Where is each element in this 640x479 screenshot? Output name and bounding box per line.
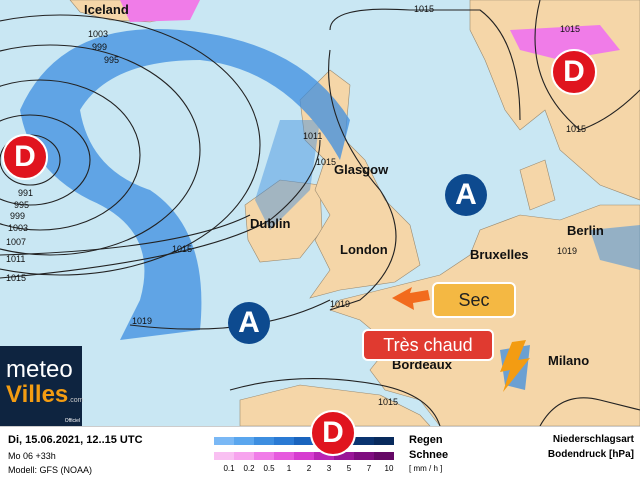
iberia bbox=[239, 384, 431, 426]
snow-swatch bbox=[334, 452, 354, 460]
snow-swatch bbox=[214, 452, 234, 460]
rain-scale bbox=[214, 437, 394, 445]
logo-text: meteo bbox=[6, 356, 73, 383]
scale-tick: 7 bbox=[366, 464, 372, 473]
city-iceland: Iceland bbox=[84, 2, 129, 17]
isobar-label: 1015 bbox=[560, 24, 581, 34]
unit-label: [ mm / h ] bbox=[409, 464, 443, 473]
arrow-icon bbox=[392, 287, 430, 310]
weather-map bbox=[0, 0, 640, 426]
rain-swatch bbox=[234, 437, 254, 445]
isobar-label: 995 bbox=[14, 200, 30, 210]
isobar-label: 995 bbox=[104, 55, 120, 65]
hot-label: Très chaud bbox=[362, 329, 494, 361]
rain-swatch bbox=[214, 437, 234, 445]
dry-label: Sec bbox=[432, 282, 516, 318]
isobar-label: 991 bbox=[18, 188, 34, 198]
isobar-label: 1015 bbox=[172, 244, 193, 254]
snow-swatch bbox=[274, 452, 294, 460]
scale-tick: 5 bbox=[346, 464, 352, 473]
isobar-label: 1011 bbox=[303, 131, 323, 141]
scale-tick: 3 bbox=[326, 464, 332, 473]
isobar-label: 1015 bbox=[378, 397, 399, 407]
rain-label: Regen bbox=[409, 434, 443, 446]
snow-swatch bbox=[314, 452, 334, 460]
forecast-date: Di, 15.06.2021, 12..15 UTC bbox=[8, 434, 143, 446]
scale-tick: 0.1 bbox=[223, 464, 235, 473]
snow-areas bbox=[120, 0, 620, 60]
snow-scale bbox=[214, 452, 394, 460]
rain-swatch bbox=[374, 437, 394, 445]
isobar-label: 1019 bbox=[557, 246, 578, 256]
isobar-label: 1015 bbox=[566, 124, 587, 134]
isobar-label: 1003 bbox=[8, 223, 29, 233]
isobar-label: 1011 bbox=[6, 254, 26, 264]
isobar-label: 1019 bbox=[330, 299, 351, 309]
low-pressure-right: D bbox=[551, 49, 597, 95]
pressure-title: Bodendruck [hPa] bbox=[547, 449, 634, 460]
logo-text: Villes bbox=[6, 381, 69, 408]
city-berlin: Berlin bbox=[567, 223, 604, 238]
isobar-label: 1015 bbox=[414, 4, 435, 14]
city-glasgow: Glasgow bbox=[334, 162, 389, 177]
ireland bbox=[244, 179, 323, 263]
isobar-label: 1015 bbox=[316, 157, 337, 167]
denmark bbox=[519, 159, 556, 211]
scale-tick: 0.5 bbox=[263, 464, 275, 473]
isobar-label: 1015 bbox=[6, 273, 27, 283]
rain-swatch bbox=[274, 437, 294, 445]
model-run: Mo 06 +33h bbox=[8, 451, 56, 461]
city-bruxelles: Bruxelles bbox=[470, 247, 529, 262]
snow-swatch bbox=[234, 452, 254, 460]
snow-swatch bbox=[254, 452, 274, 460]
meteovilles-logo: meteo Villes.com Officiel bbox=[0, 346, 84, 426]
snow-swatch bbox=[354, 452, 374, 460]
model-name: Modell: GFS (NOAA) bbox=[8, 465, 93, 475]
snow-swatch bbox=[374, 452, 394, 460]
scale-ticks: 0.1 0.2 0.5 1 2 3 5 7 10 bbox=[220, 464, 400, 473]
rain-swatch bbox=[254, 437, 274, 445]
high-pressure-center: A bbox=[228, 302, 270, 344]
isobar-label: 1003 bbox=[88, 29, 109, 39]
city-london: London bbox=[340, 242, 388, 257]
lightning-icon bbox=[500, 340, 530, 392]
scale-tick: 10 bbox=[384, 464, 394, 473]
rain-swatch bbox=[354, 437, 374, 445]
isobar-label: 999 bbox=[10, 211, 26, 221]
isobar-label: 1019 bbox=[132, 316, 153, 326]
low-pressure-bottom: D bbox=[310, 410, 356, 456]
scale-tick: 0.2 bbox=[243, 464, 255, 473]
low-pressure-left: D bbox=[2, 134, 48, 180]
snow-swatch bbox=[294, 452, 314, 460]
precip-type-title: Niederschlagsart bbox=[552, 434, 634, 445]
city-dublin: Dublin bbox=[250, 216, 291, 231]
logo-badge: Officiel bbox=[64, 418, 80, 424]
scale-tick: 1 bbox=[286, 464, 292, 473]
scale-tick: 2 bbox=[306, 464, 312, 473]
isobar-label: 999 bbox=[92, 42, 108, 52]
snow-label: Schnee bbox=[409, 449, 449, 461]
logo-suffix: .com bbox=[68, 397, 84, 404]
city-milano: Milano bbox=[548, 353, 590, 368]
high-pressure-right: A bbox=[445, 174, 487, 216]
rain-swatch bbox=[294, 437, 314, 445]
isobar-label: 1007 bbox=[6, 237, 27, 247]
